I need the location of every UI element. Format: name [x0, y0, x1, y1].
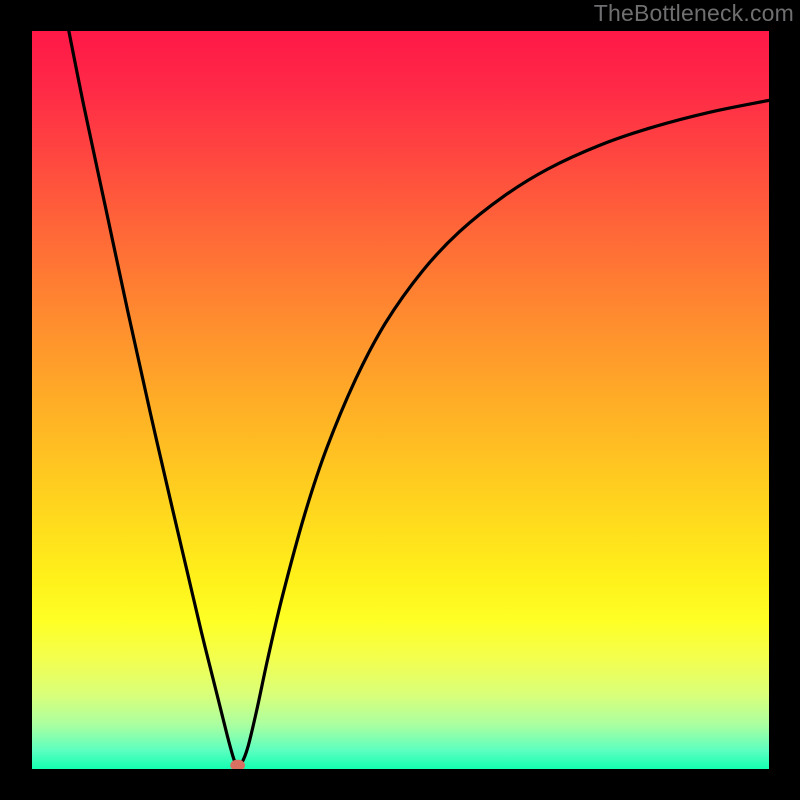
- plot-area: [32, 31, 769, 769]
- chart-root: TheBottleneck.com: [0, 0, 800, 800]
- watermark-label: TheBottleneck.com: [594, 0, 794, 27]
- outer-frame: [0, 0, 800, 800]
- bottleneck-curve: [69, 31, 769, 765]
- curve-layer: [32, 31, 769, 769]
